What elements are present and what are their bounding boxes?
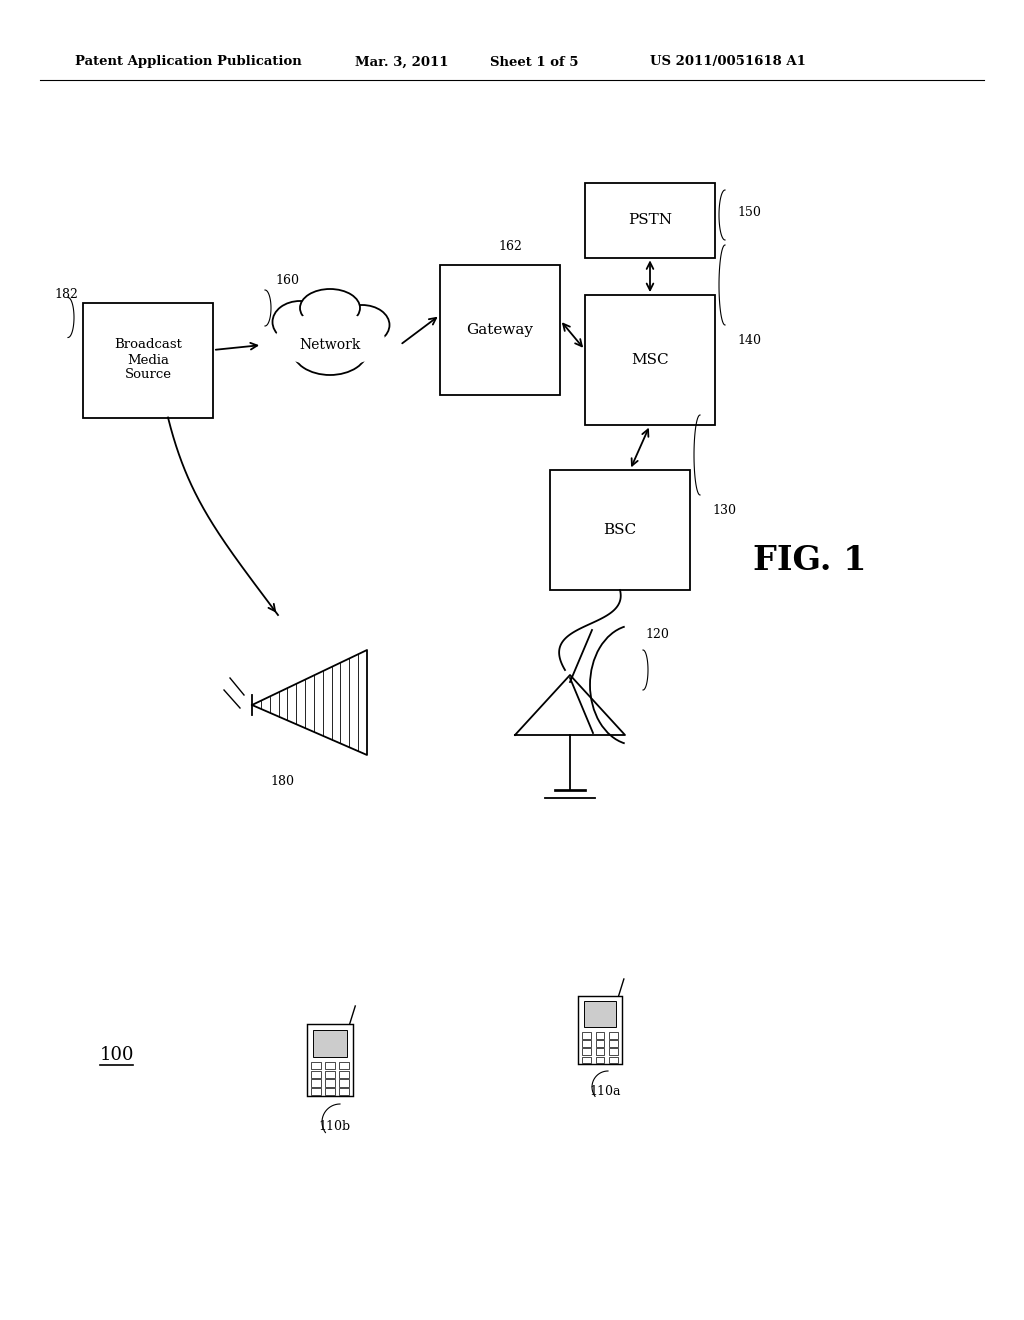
Bar — [326, 1088, 335, 1096]
Text: 140: 140 — [737, 334, 761, 346]
Text: 130: 130 — [712, 503, 736, 516]
Bar — [583, 1040, 591, 1047]
Bar — [585, 182, 715, 257]
Bar — [609, 1032, 617, 1039]
Text: Network: Network — [299, 338, 360, 352]
Bar — [311, 1063, 321, 1069]
Text: Broadcast
Media
Source: Broadcast Media Source — [114, 338, 182, 381]
Bar — [339, 1088, 349, 1096]
Bar — [311, 1080, 321, 1086]
Text: PSTN: PSTN — [628, 213, 672, 227]
Ellipse shape — [260, 315, 400, 385]
Text: 162: 162 — [498, 240, 522, 253]
Ellipse shape — [286, 321, 331, 355]
Polygon shape — [252, 649, 367, 755]
Bar — [326, 1080, 335, 1086]
Bar — [311, 1088, 321, 1096]
Bar — [550, 470, 690, 590]
Bar — [609, 1040, 617, 1047]
Text: 182: 182 — [54, 288, 78, 301]
Bar — [326, 1071, 335, 1078]
Text: 150: 150 — [737, 206, 761, 219]
Bar — [440, 265, 560, 395]
Ellipse shape — [300, 289, 360, 327]
Ellipse shape — [275, 313, 385, 367]
Bar — [306, 1024, 353, 1096]
Bar — [609, 1056, 617, 1064]
Bar — [583, 1032, 591, 1039]
Bar — [339, 1063, 349, 1069]
Text: MSC: MSC — [631, 352, 669, 367]
Bar — [584, 1002, 615, 1027]
Text: 120: 120 — [645, 628, 669, 642]
Bar — [83, 302, 213, 417]
Text: BSC: BSC — [603, 523, 637, 537]
Bar — [578, 997, 623, 1064]
Text: Gateway: Gateway — [467, 323, 534, 337]
Text: 160: 160 — [275, 273, 299, 286]
Bar — [313, 1030, 347, 1057]
Ellipse shape — [293, 325, 368, 375]
Bar — [339, 1071, 349, 1078]
Ellipse shape — [335, 305, 389, 345]
Ellipse shape — [330, 322, 375, 358]
Bar — [583, 1048, 591, 1055]
Bar — [583, 1056, 591, 1064]
Bar — [585, 294, 715, 425]
Text: Mar. 3, 2011: Mar. 3, 2011 — [355, 55, 449, 69]
Text: 110a: 110a — [589, 1085, 621, 1098]
Text: 100: 100 — [100, 1045, 134, 1064]
Bar — [596, 1040, 604, 1047]
Text: Sheet 1 of 5: Sheet 1 of 5 — [490, 55, 579, 69]
Text: Patent Application Publication: Patent Application Publication — [75, 55, 302, 69]
Bar — [339, 1080, 349, 1086]
Bar — [596, 1056, 604, 1064]
Bar — [596, 1048, 604, 1055]
Text: FIG. 1: FIG. 1 — [754, 544, 866, 577]
Text: 110b: 110b — [318, 1119, 351, 1133]
Bar — [596, 1032, 604, 1039]
Bar — [311, 1071, 321, 1078]
Polygon shape — [515, 675, 625, 735]
Text: 180: 180 — [270, 775, 294, 788]
Ellipse shape — [272, 301, 328, 343]
Text: US 2011/0051618 A1: US 2011/0051618 A1 — [650, 55, 806, 69]
Bar — [326, 1063, 335, 1069]
Bar — [609, 1048, 617, 1055]
